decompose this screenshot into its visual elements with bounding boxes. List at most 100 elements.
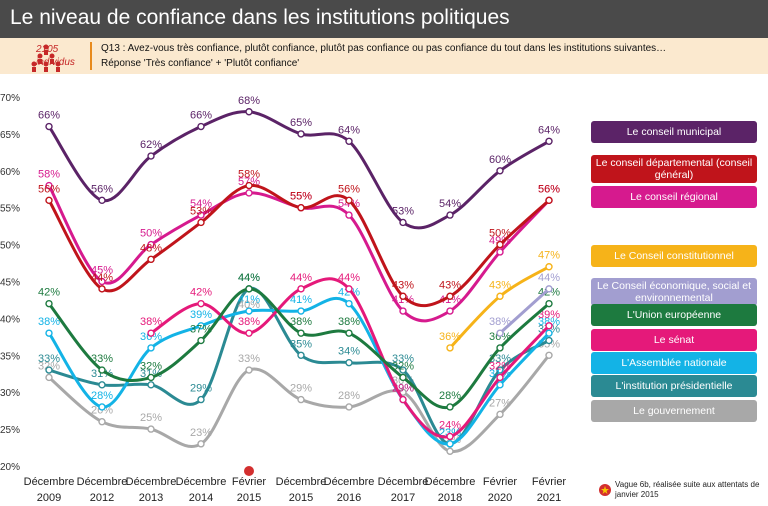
data-point: [496, 366, 504, 374]
data-point: [147, 381, 155, 389]
x-tick-label: Décembre: [126, 476, 177, 488]
data-label: 54%: [439, 198, 461, 210]
data-label: 58%: [38, 169, 60, 181]
data-point: [496, 410, 504, 419]
data-label: 44%: [338, 272, 360, 284]
star-icon: [599, 484, 611, 496]
data-point: [446, 403, 454, 411]
legend-item: Le Conseil constitutionnel: [591, 245, 757, 267]
data-point: [345, 358, 353, 367]
data-point: [245, 366, 253, 374]
data-label: 32%: [140, 360, 162, 372]
x-tick-label: Février: [532, 476, 567, 488]
data-label: 38%: [140, 316, 162, 328]
legend-item: L'Union européenne: [591, 304, 757, 326]
data-point: [45, 181, 53, 190]
data-point: [496, 344, 504, 352]
data-point: [197, 395, 205, 404]
data-point: [297, 395, 305, 404]
chart-title: Le niveau de confiance dans les institut…: [10, 6, 510, 29]
data-point: [45, 122, 53, 131]
data-label: 64%: [338, 124, 360, 136]
data-label: 50%: [489, 228, 511, 240]
data-point: [245, 181, 253, 190]
data-label: 53%: [392, 205, 414, 217]
data-point: [45, 329, 53, 337]
sample-count: 2105: [36, 44, 59, 55]
data-point: [545, 263, 553, 271]
data-point: [98, 418, 106, 426]
y-tick-label: 45%: [0, 278, 20, 289]
x-tick-label: 2012: [90, 492, 114, 504]
data-label: 29%: [190, 383, 212, 395]
legend-item: L'Assemblée nationale: [591, 352, 757, 374]
data-label: 56%: [538, 183, 560, 195]
data-point: [496, 292, 504, 300]
series-line: [150, 277, 551, 439]
data-point: [345, 211, 353, 219]
series-line: [48, 354, 551, 453]
legend-item: Le sénat: [591, 329, 757, 351]
y-tick-label: 60%: [0, 167, 20, 178]
data-label: 33%: [38, 353, 60, 365]
data-label: 68%: [238, 95, 260, 107]
data-point: [399, 395, 407, 404]
data-point: [399, 292, 407, 300]
data-label: 32%: [392, 360, 414, 372]
y-tick-label: 55%: [0, 204, 20, 215]
data-point: [245, 307, 253, 315]
data-point: [496, 373, 504, 382]
y-tick-label: 35%: [0, 351, 20, 362]
data-point: [297, 329, 305, 337]
y-tick-label: 65%: [0, 130, 20, 141]
data-point: [98, 403, 106, 411]
data-point: [98, 277, 106, 286]
data-label: 38%: [38, 316, 60, 328]
data-point: [98, 381, 106, 389]
data-label: 39%: [538, 309, 560, 321]
legend-item: Le conseil municipal: [591, 121, 757, 143]
y-tick-label: 30%: [0, 388, 20, 399]
legend-item: Le conseil départemental (conseil généra…: [591, 155, 757, 183]
data-point: [147, 373, 155, 382]
data-label: 32%: [489, 360, 511, 372]
divider: [90, 42, 92, 70]
data-label: 26%: [91, 405, 113, 417]
data-label: 56%: [91, 183, 113, 195]
question-text: Q13 : Avez-vous très confiance, plutôt c…: [101, 43, 667, 54]
data-label: 45%: [91, 265, 113, 277]
data-point: [399, 307, 407, 315]
data-point: [98, 196, 106, 205]
x-tick-label: 2015: [237, 492, 261, 504]
data-label: 31%: [91, 368, 113, 380]
data-label: 40%: [238, 299, 260, 311]
data-label: 38%: [338, 316, 360, 328]
data-point: [197, 211, 205, 219]
data-point: [545, 336, 553, 345]
data-label: 54%: [190, 198, 212, 210]
x-tick-label: Décembre: [324, 476, 375, 488]
data-point: [545, 196, 553, 205]
data-label: 56%: [538, 183, 560, 195]
data-point: [98, 285, 106, 293]
data-label: 53%: [190, 205, 212, 217]
data-label: 41%: [290, 294, 312, 306]
data-label: 38%: [238, 316, 260, 328]
data-label: 66%: [38, 110, 60, 122]
data-point: [197, 322, 205, 330]
data-point: [345, 403, 353, 411]
data-label: 43%: [392, 279, 414, 291]
data-point: [45, 373, 53, 382]
data-label: 28%: [439, 390, 461, 402]
x-tick-label: 2009: [37, 492, 61, 504]
data-label: 25%: [140, 412, 162, 424]
x-tick-label: Décembre: [425, 476, 476, 488]
data-label: 60%: [489, 154, 511, 166]
data-label: 56%: [38, 183, 60, 195]
data-point: [197, 336, 205, 345]
data-point: [197, 122, 205, 131]
footnote: Vague 6b, réalisée suite aux attentats d…: [615, 480, 760, 499]
data-label: 33%: [392, 353, 414, 365]
y-tick-label: 20%: [0, 462, 20, 473]
